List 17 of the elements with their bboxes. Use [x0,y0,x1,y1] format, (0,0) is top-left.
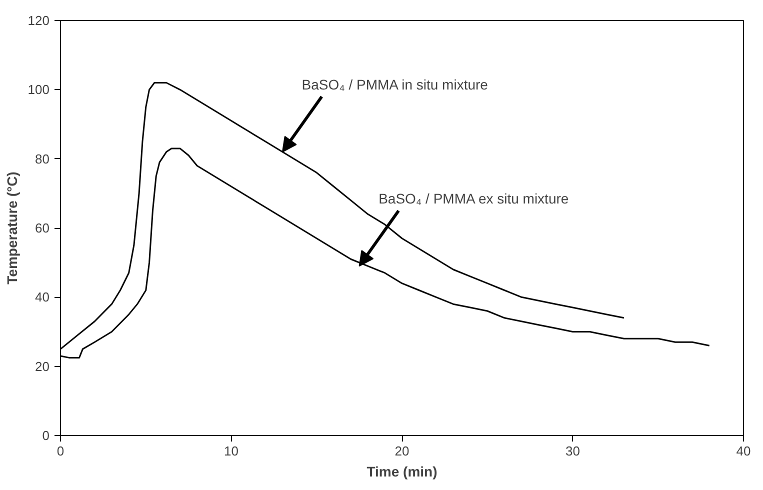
x-tick-label: 20 [394,444,410,458]
x-tick-label: 0 [56,444,64,458]
y-tick-label: 80 [35,151,50,166]
y-tick-label: 20 [35,358,50,374]
annotation: BaSO₄ / PMMA ex situ mixture [378,190,569,207]
y-tick-label: 0 [42,428,50,443]
x-tick-label: 40 [736,444,751,458]
x-axis-title: Time (min) [366,464,438,480]
x-tick-label: 10 [224,444,238,458]
y-tick-label: 100 [28,82,50,98]
y-tick-label: 40 [35,290,50,305]
line-series [60,148,710,358]
y-axis-title: Temperature (°C) [4,172,20,284]
x-tick-label: 30 [566,444,580,458]
annotation: BaSO₄ / PMMA in situ mixture [302,76,488,93]
y-tick-label: 60 [35,220,50,236]
y-tick-label: 120 [28,13,50,28]
